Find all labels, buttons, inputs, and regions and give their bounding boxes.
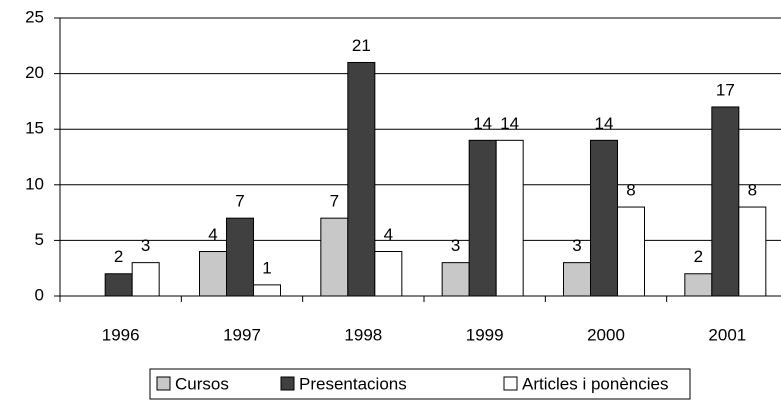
legend-label: Articles i ponències [522, 374, 668, 393]
bar [563, 262, 591, 297]
x-tick-label: 1996 [102, 325, 140, 344]
value-label: 4 [384, 225, 393, 244]
legend-box [149, 368, 691, 400]
bar [684, 273, 713, 297]
bar [226, 217, 254, 297]
value-label: 8 [748, 181, 757, 200]
bar [320, 217, 349, 297]
value-label: 4 [208, 225, 217, 244]
value-label: 3 [451, 236, 460, 255]
x-tick-label: 1997 [223, 325, 261, 344]
y-tick-label: 20 [25, 63, 44, 82]
bar [590, 139, 618, 297]
y-tick-label: 5 [35, 230, 44, 249]
value-label: 21 [352, 36, 371, 55]
bar [441, 262, 470, 297]
y-tick-label: 15 [25, 119, 44, 138]
bar [468, 139, 497, 297]
legend-swatch [280, 376, 295, 391]
bar [617, 206, 645, 297]
bar [374, 251, 403, 297]
value-label: 14 [595, 114, 614, 133]
legend-swatch [503, 376, 518, 391]
value-label: 8 [626, 181, 635, 200]
value-label: 14 [500, 114, 519, 133]
value-label: 14 [473, 114, 492, 133]
x-tick-label: 1998 [344, 325, 382, 344]
bar [131, 262, 160, 297]
value-label: 3 [572, 236, 581, 255]
value-label: 3 [141, 236, 150, 255]
x-tick-label: 2001 [708, 325, 746, 344]
y-tick-label: 0 [35, 285, 44, 304]
value-label: 1 [262, 258, 271, 277]
bar [104, 273, 133, 297]
y-tick-label: 10 [25, 174, 44, 193]
value-label: 2 [114, 247, 123, 266]
value-label: 7 [235, 192, 244, 211]
bar [199, 251, 227, 297]
value-label: 2 [694, 247, 703, 266]
legend-label: Presentacions [299, 374, 407, 393]
bar [495, 139, 524, 297]
bar [711, 106, 740, 297]
legend-label: Cursos [175, 374, 229, 393]
y-tick-label: 25 [25, 7, 44, 26]
bar [253, 284, 281, 297]
bar [347, 61, 376, 297]
x-tick-label: 2000 [587, 325, 625, 344]
legend-swatch [156, 376, 171, 391]
value-label: 7 [330, 192, 339, 211]
bar [738, 206, 767, 297]
value-label: 17 [716, 80, 735, 99]
x-tick-label: 1999 [466, 325, 504, 344]
